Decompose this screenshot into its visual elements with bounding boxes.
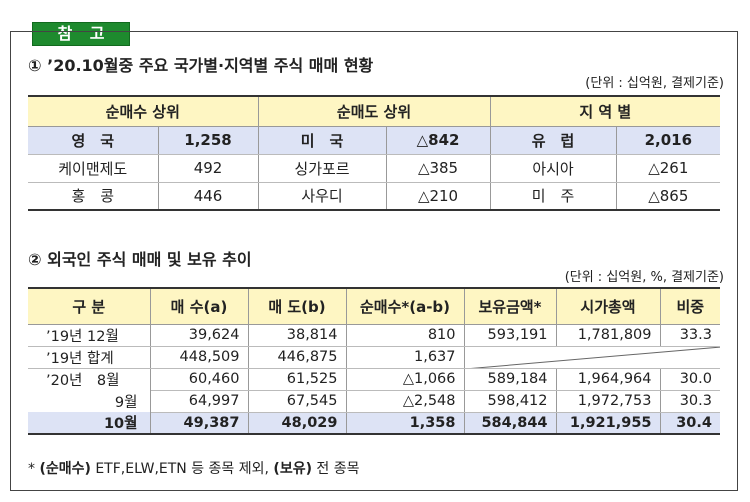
reference-badge: 참 고 <box>32 22 130 46</box>
cell-net: △1,066 <box>346 368 465 391</box>
cell-sell: 446,875 <box>248 346 347 369</box>
section2-unit: (단위 : 십억원, %, 결제기준) <box>564 270 724 285</box>
table-row: 홍 콩 446 사우디 △210 미 주 △865 <box>28 182 721 211</box>
cell-sell: 48,029 <box>248 412 347 435</box>
cell: 아시아 <box>490 154 617 183</box>
cell-net: 1,637 <box>346 346 465 369</box>
cell: 446 <box>158 182 259 211</box>
cell-ratio: 30.0 <box>660 368 720 391</box>
row-label: 9월 <box>28 390 151 412</box>
cell-net: 810 <box>346 324 465 347</box>
cell-market-cap: 1,964,964 <box>556 368 661 391</box>
footnote-text1: ETF,ELW,ETN 등 종목 제외, <box>90 461 274 477</box>
foreign-trading-table: 구 분 매 수(a) 매 도(b) 순매수*(a-b) 보유금액* 시가총액 비… <box>28 287 720 435</box>
row-label: ’20년 8월 <box>28 368 151 390</box>
header-ratio: 비중 <box>660 288 720 325</box>
cell-market-cap: 1,921,955 <box>556 412 661 435</box>
cell: 미 주 <box>490 182 617 211</box>
table-header-row: 순매수 상위 순매도 상위 지 역 별 <box>28 96 721 127</box>
cell-buy: 39,624 <box>150 324 249 347</box>
section1-unit: (단위 : 십억원, 결제기준) <box>585 76 724 91</box>
cell: △385 <box>386 154 491 183</box>
table-row: 9월 64,997 67,545 △2,548 598,412 1,972,75… <box>28 390 720 413</box>
cell-holding: 589,184 <box>464 368 557 391</box>
header-buy: 매 수(a) <box>150 288 249 325</box>
cell: 492 <box>158 154 259 183</box>
cell-market-cap: 1,972,753 <box>556 390 661 413</box>
header-market-cap: 시가총액 <box>556 288 661 325</box>
footnote-bold-holding: (보유) <box>273 461 312 477</box>
cell: 싱가포르 <box>258 154 387 183</box>
cell-holding: 593,191 <box>464 324 557 347</box>
cell-sell: 38,814 <box>248 324 347 347</box>
cell: 케이맨제도 <box>28 154 159 183</box>
footnote-prefix: * <box>28 461 40 477</box>
cell-holding: 598,412 <box>464 390 557 413</box>
table-header-row: 구 분 매 수(a) 매 도(b) 순매수*(a-b) 보유금액* 시가총액 비… <box>28 288 720 325</box>
row-label: ’19년 합계 <box>28 346 151 369</box>
footnote-bold-net: (순매수) <box>39 461 91 477</box>
cell: △210 <box>386 182 491 211</box>
cell-sell: 67,545 <box>248 390 347 413</box>
cell-ratio: 33.3 <box>660 324 720 347</box>
table-row: ’19년 12월 39,624 38,814 810 593,191 1,781… <box>28 324 720 347</box>
header-net-buy: 순매수*(a-b) <box>346 288 465 325</box>
footnote: * (순매수) ETF,ELW,ETN 등 종목 제외, (보유) 전 종목 <box>28 458 360 478</box>
cell-buy: 60,460 <box>150 368 249 391</box>
cell: 미 국 <box>258 126 387 155</box>
header-net-buy-top: 순매수 상위 <box>28 96 259 127</box>
country-trading-table: 순매수 상위 순매도 상위 지 역 별 영 국 1,258 미 국 △842 유… <box>28 95 721 211</box>
footnote-text2: 전 종목 <box>311 461 360 477</box>
cell-holding: 584,844 <box>464 412 557 435</box>
cell: △842 <box>386 126 491 155</box>
cell: 1,258 <box>158 126 259 155</box>
cell: 2,016 <box>616 126 721 155</box>
header-sell: 매 도(b) <box>248 288 347 325</box>
table-row: 케이맨제도 492 싱가포르 △385 아시아 △261 <box>28 154 721 183</box>
row-label: 10월 <box>28 412 151 435</box>
cell-buy: 64,997 <box>150 390 249 413</box>
cell-not-applicable <box>464 346 720 369</box>
table-row: ’19년 합계 448,509 446,875 1,637 <box>28 346 720 369</box>
header-holding: 보유금액* <box>464 288 557 325</box>
cell-sell: 61,525 <box>248 368 347 391</box>
cell-net: △2,548 <box>346 390 465 413</box>
cell: 홍 콩 <box>28 182 159 211</box>
cell-net: 1,358 <box>346 412 465 435</box>
cell: 유 럽 <box>490 126 617 155</box>
table-row: 10월 49,387 48,029 1,358 584,844 1,921,95… <box>28 412 720 435</box>
cell: △261 <box>616 154 721 183</box>
header-category: 구 분 <box>28 288 151 325</box>
section2-title: ② 외국인 주식 매매 및 보유 추이 <box>28 250 252 269</box>
row-label: ’19년 12월 <box>28 324 151 347</box>
cell: 영 국 <box>28 126 159 155</box>
table-row: 영 국 1,258 미 국 △842 유 럽 2,016 <box>28 126 721 155</box>
table-row: ’20년 8월 60,460 61,525 △1,066 589,184 1,9… <box>28 368 720 391</box>
cell: 사우디 <box>258 182 387 211</box>
cell-ratio: 30.3 <box>660 390 720 413</box>
header-by-region: 지 역 별 <box>490 96 721 127</box>
header-net-sell-top: 순매도 상위 <box>258 96 491 127</box>
content-frame <box>10 31 738 491</box>
cell-buy: 448,509 <box>150 346 249 369</box>
cell: △865 <box>616 182 721 211</box>
cell-market-cap: 1,781,809 <box>556 324 661 347</box>
cell-ratio: 30.4 <box>660 412 720 435</box>
cell-buy: 49,387 <box>150 412 249 435</box>
diagonal-line <box>476 346 720 367</box>
section1-title: ① ’20.10월중 주요 국가별·지역별 주식 매매 현황 <box>28 56 374 75</box>
